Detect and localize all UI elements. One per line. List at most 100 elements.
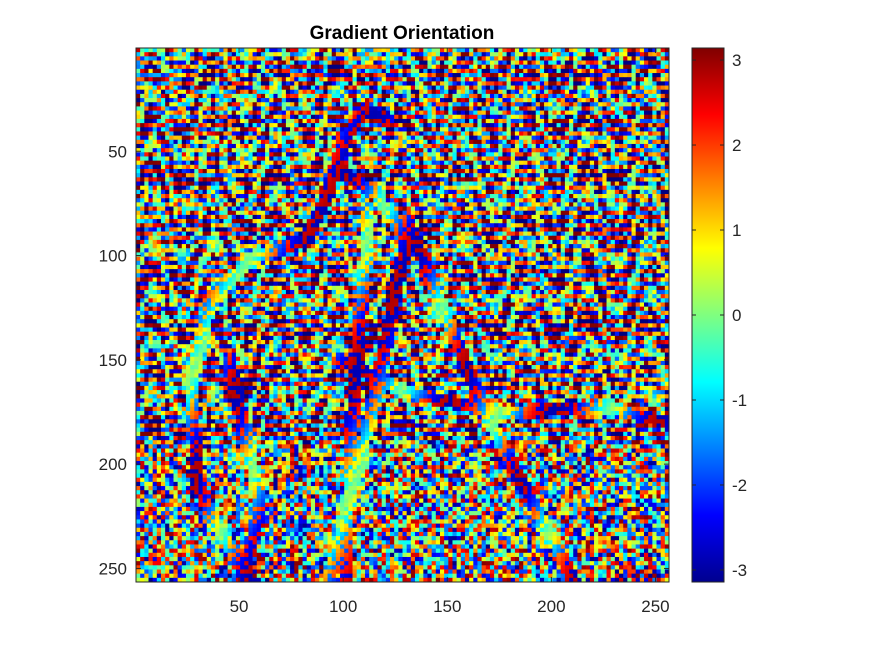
- heatmap-cell: [344, 181, 349, 187]
- heatmap-cell: [402, 206, 408, 212]
- heatmap-cell: [252, 60, 258, 66]
- heatmap-cell: [177, 52, 183, 57]
- heatmap-cell: [373, 173, 378, 178]
- heatmap-cell: [664, 206, 669, 212]
- heatmap-cell: [298, 164, 303, 170]
- heatmap-cell: [556, 181, 562, 187]
- heatmap-cell: [190, 85, 195, 91]
- heatmap-cell: [527, 135, 532, 141]
- heatmap-cell: [639, 68, 645, 74]
- heatmap-cell: [319, 206, 324, 212]
- heatmap-cell: [315, 89, 320, 95]
- heatmap-cell: [635, 198, 641, 203]
- heatmap-cell: [252, 131, 258, 136]
- heatmap-cell: [589, 60, 595, 66]
- heatmap-cell: [331, 56, 337, 61]
- heatmap-cell: [390, 135, 395, 141]
- heatmap-cell: [306, 135, 312, 141]
- heatmap-cell: [531, 202, 537, 207]
- heatmap-cell: [190, 110, 195, 116]
- heatmap-cell: [315, 148, 320, 153]
- heatmap-cell: [614, 185, 620, 191]
- heatmap-cell: [265, 73, 270, 78]
- heatmap-cell: [510, 194, 516, 199]
- heatmap-cell: [190, 98, 195, 103]
- heatmap-cell: [194, 194, 199, 199]
- heatmap-cell: [306, 48, 312, 53]
- heatmap-cell: [569, 189, 574, 195]
- heatmap-cell: [506, 194, 512, 199]
- heatmap-cell: [235, 110, 241, 116]
- heatmap-cell: [306, 143, 312, 149]
- heatmap-cell: [394, 181, 399, 187]
- heatmap-cell: [631, 93, 637, 99]
- heatmap-cell: [535, 168, 541, 174]
- heatmap-cell: [344, 185, 349, 191]
- heatmap-cell: [369, 143, 374, 149]
- heatmap-cell: [473, 181, 478, 187]
- heatmap-cell: [398, 68, 403, 74]
- heatmap-cell: [577, 48, 582, 53]
- heatmap-cell: [356, 156, 362, 161]
- heatmap-cell: [619, 93, 624, 99]
- heatmap-cell: [548, 189, 553, 195]
- heatmap-cell: [610, 85, 616, 91]
- heatmap-cell: [294, 52, 299, 57]
- heatmap-cell: [589, 202, 595, 207]
- heatmap-cell: [452, 89, 457, 95]
- heatmap-cell: [260, 123, 266, 128]
- heatmap-cell: [560, 189, 566, 195]
- heatmap-cell: [327, 118, 333, 124]
- heatmap-cell: [210, 177, 216, 182]
- heatmap-cell: [160, 173, 166, 178]
- heatmap-cell: [185, 77, 191, 82]
- heatmap-cell: [639, 206, 645, 212]
- heatmap-cell: [377, 160, 383, 166]
- heatmap-cell: [223, 127, 228, 132]
- heatmap-cell: [310, 93, 316, 99]
- heatmap-cell: [473, 114, 478, 120]
- heatmap-cell: [598, 177, 603, 182]
- heatmap-cell: [419, 68, 424, 74]
- heatmap-cell: [494, 123, 499, 128]
- heatmap-cell: [315, 181, 320, 187]
- heatmap-cell: [281, 60, 287, 66]
- heatmap-cell: [156, 202, 162, 207]
- heatmap-cell: [210, 168, 216, 174]
- heatmap-cell: [273, 198, 278, 203]
- heatmap-cell: [169, 177, 174, 182]
- heatmap-cell: [377, 148, 383, 153]
- heatmap-cell: [489, 206, 495, 212]
- heatmap-cell: [394, 110, 399, 116]
- heatmap-cell: [331, 64, 337, 70]
- heatmap-cell: [231, 168, 237, 174]
- heatmap-cell: [623, 68, 628, 74]
- heatmap-cell: [310, 64, 316, 70]
- heatmap-cell: [377, 185, 383, 191]
- heatmap-cell: [290, 194, 295, 199]
- heatmap-cell: [177, 164, 183, 170]
- heatmap-cell: [327, 85, 333, 91]
- heatmap-cell: [664, 181, 669, 187]
- heatmap-cell: [160, 131, 166, 136]
- heatmap-cell: [423, 85, 428, 91]
- heatmap-cell: [198, 160, 203, 166]
- heatmap-cell: [460, 202, 466, 207]
- heatmap-cell: [260, 168, 266, 174]
- heatmap-cell: [202, 85, 208, 91]
- heatmap-cell: [181, 85, 187, 91]
- heatmap-cell: [414, 89, 420, 95]
- heatmap-cell: [394, 198, 399, 203]
- heatmap-cell: [473, 85, 478, 91]
- heatmap-cell: [506, 202, 512, 207]
- heatmap-cell: [231, 181, 237, 187]
- heatmap-cell: [560, 131, 566, 136]
- heatmap-cell: [589, 114, 595, 120]
- heatmap-cell: [140, 135, 145, 141]
- heatmap-cell: [273, 106, 278, 111]
- heatmap-cell: [648, 202, 653, 207]
- heatmap-cell: [481, 143, 487, 149]
- heatmap-cell: [310, 156, 316, 161]
- heatmap-cell: [502, 164, 507, 170]
- heatmap-cell: [452, 68, 457, 74]
